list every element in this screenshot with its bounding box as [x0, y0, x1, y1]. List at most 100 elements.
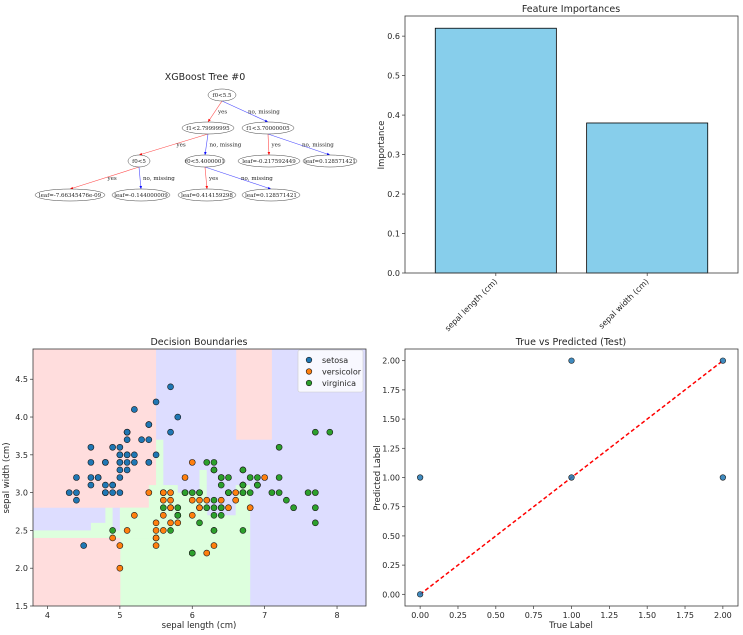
tree-edge-arrowhead — [205, 185, 209, 189]
y-tick-label: 3.0 — [15, 489, 28, 498]
point-setosa — [87, 459, 95, 466]
point-virginica — [326, 428, 334, 436]
x-tick-label: 0.50 — [487, 611, 505, 620]
point-versicolor — [188, 496, 196, 504]
y-tick-label: 1.50 — [382, 415, 400, 424]
y-tick-label: 0.1 — [387, 230, 400, 239]
legend-label-setosa: setosa — [322, 356, 348, 365]
point-setosa — [116, 489, 124, 496]
point-versicolor — [160, 496, 167, 504]
point-versicolor — [203, 496, 211, 504]
point-versicolor — [167, 496, 174, 504]
point-setosa — [123, 436, 131, 444]
tree-edge-arrowhead — [326, 152, 330, 156]
y-tick-label: 0.50 — [382, 532, 400, 541]
point-setosa — [152, 398, 160, 406]
tree-node-label: f0<5 — [132, 159, 146, 165]
legend-marker-virginica — [305, 379, 313, 387]
region-versicolor — [90, 522, 106, 531]
point-setosa — [87, 481, 95, 489]
decision-y-label: sepal width (cm) — [2, 442, 12, 513]
region-versicolor — [235, 485, 251, 509]
point-setosa — [116, 459, 124, 466]
point-versicolor — [131, 511, 138, 519]
point-virginica — [210, 466, 218, 474]
feature-importance-y-label: Importance — [377, 121, 387, 170]
tree-edge-arrowhead — [70, 186, 74, 190]
point-virginica — [217, 474, 225, 481]
point-virginica — [217, 504, 225, 512]
point-virginica — [225, 474, 232, 481]
point-versicolor — [152, 534, 160, 542]
point-virginica — [181, 489, 189, 496]
point-virginica — [188, 549, 196, 557]
region-setosa — [148, 439, 157, 486]
point-virginica — [167, 527, 174, 534]
point-setosa — [131, 406, 138, 413]
tree-node — [34, 188, 106, 202]
tree-edge-label: no, missing — [210, 143, 242, 149]
tvp-point — [719, 474, 726, 481]
point-virginica — [239, 481, 247, 489]
region-versicolor — [163, 485, 179, 509]
tree-edge-arrowhead — [139, 185, 143, 189]
point-virginica — [210, 527, 218, 534]
point-setosa — [123, 459, 131, 466]
point-virginica — [210, 511, 218, 519]
region-virginica — [177, 485, 200, 494]
y-tick-label: 4.5 — [15, 375, 28, 384]
point-versicolor — [160, 527, 167, 534]
point-virginica — [312, 519, 319, 527]
y-tick-label: 0.5 — [387, 72, 400, 81]
point-setosa — [174, 413, 182, 421]
point-versicolor — [167, 489, 174, 496]
point-setosa — [123, 451, 131, 459]
region-setosa — [235, 349, 273, 441]
tree-node — [237, 154, 301, 168]
decision-x-ticks: 4 5 6 7 8 — [45, 606, 340, 620]
point-virginica — [312, 428, 319, 436]
tree-edge — [204, 166, 272, 190]
bar-sepal-width-cm — [586, 122, 709, 274]
region-virginica — [177, 469, 200, 486]
feature-importance-bars — [434, 27, 709, 274]
true-vs-predicted-title: True vs Predicted (Test) — [515, 337, 627, 348]
point-versicolor — [210, 542, 218, 549]
point-setosa — [145, 421, 153, 428]
y-tick-label: 1.25 — [382, 444, 400, 453]
point-virginica — [268, 489, 276, 496]
y-tick-label: 3.5 — [15, 451, 28, 460]
point-virginica — [290, 504, 297, 512]
region-setosa — [33, 537, 121, 606]
feature-importance-x-ticks: sepal length (cm) sepal width (cm) — [443, 273, 651, 333]
point-versicolor — [123, 527, 131, 534]
point-setosa — [145, 436, 153, 444]
tree-node-label: f0<5.5 — [213, 93, 232, 99]
point-virginica — [246, 474, 254, 481]
region-virginica — [33, 507, 92, 531]
point-setosa — [87, 443, 95, 451]
x-tick-label: 1.00 — [563, 611, 581, 620]
region-versicolor — [156, 439, 164, 509]
legend-label-virginica: virginica — [322, 379, 356, 388]
point-setosa — [131, 459, 138, 466]
tree-edge-label: yes — [271, 143, 281, 149]
point-setosa — [73, 489, 80, 496]
x-tick-label: 6 — [190, 611, 195, 620]
tvp-x-label: True Label — [548, 621, 593, 631]
point-virginica — [210, 459, 218, 466]
tree-nodes: f0<5.5 f1<2.79999995 f1<3.70000005 f0<5 f0<5… — [34, 88, 358, 202]
tree-node — [177, 188, 237, 202]
point-setosa — [123, 466, 131, 474]
tree-edge — [138, 166, 142, 190]
tree-edge-arrowhead — [139, 152, 143, 156]
point-setosa — [87, 474, 95, 481]
x-tick-label: 2.00 — [714, 611, 732, 620]
point-versicolor — [188, 459, 196, 466]
point-virginica — [312, 489, 319, 496]
region-virginica — [163, 469, 179, 486]
point-setosa — [102, 459, 109, 466]
feature-importances-title: Feature Importances — [522, 4, 620, 15]
tvp-point — [568, 474, 575, 481]
tree-node — [207, 88, 237, 102]
